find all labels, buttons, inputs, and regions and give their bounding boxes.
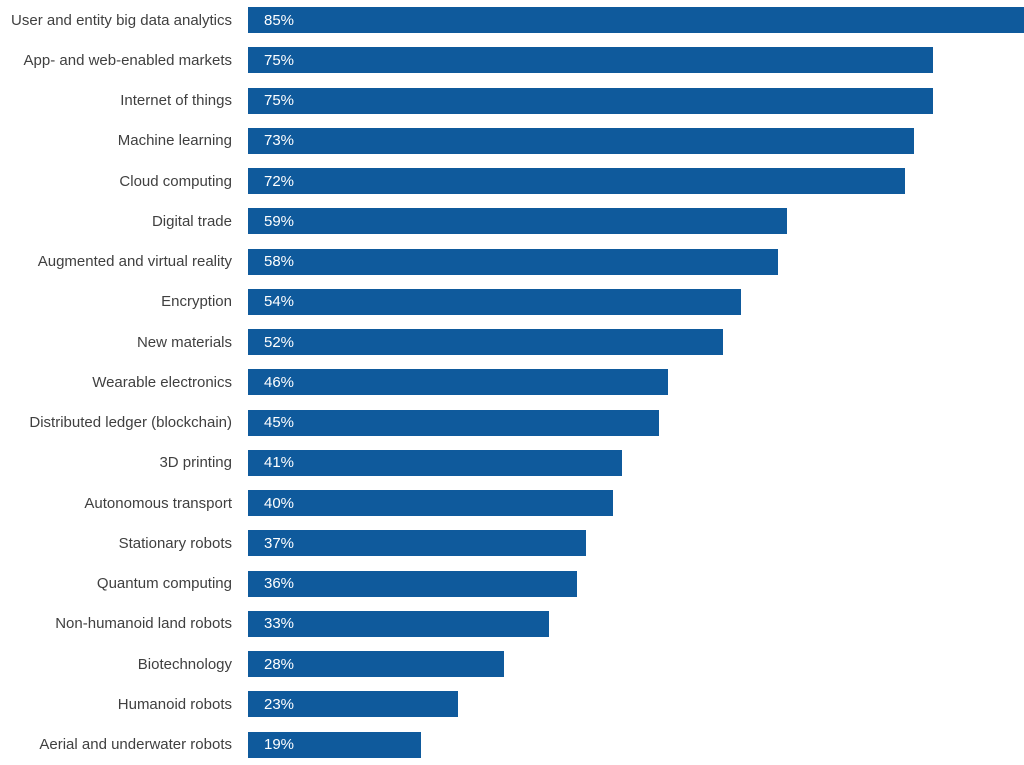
bar: 85% <box>248 7 1024 34</box>
bar: 40% <box>248 490 614 517</box>
bar-row: Distributed ledger (blockchain) 45% <box>0 403 1024 443</box>
bar-area: 59% <box>248 208 1024 235</box>
bar-value-label: 33% <box>264 615 295 633</box>
bar-row: Quantum computing 36% <box>0 564 1024 604</box>
bar-value-label: 58% <box>264 253 295 271</box>
bar-area: 75% <box>248 47 1024 74</box>
bar-label: Cloud computing <box>119 172 232 190</box>
bar: 75% <box>248 87 933 114</box>
bar-area: 75% <box>248 87 1024 114</box>
bar: 54% <box>248 288 741 315</box>
bar-label: User and entity big data analytics <box>11 11 232 29</box>
bar-area: 28% <box>248 651 1024 678</box>
bar: 28% <box>248 651 504 678</box>
bar: 36% <box>248 570 577 597</box>
bar-value-label: 45% <box>264 414 295 432</box>
bar-value-label: 28% <box>264 655 295 673</box>
bar-area: 41% <box>248 449 1024 476</box>
bar-label: Machine learning <box>117 132 232 150</box>
bar-row: Non-humanoid land robots 33% <box>0 604 1024 644</box>
bar: 33% <box>248 610 550 637</box>
bar-label: Digital trade <box>151 212 232 230</box>
bar-row: Machine learning 73% <box>0 121 1024 161</box>
bar-area: 54% <box>248 288 1024 315</box>
bar-row: Encryption 54% <box>0 282 1024 322</box>
bar: 23% <box>248 691 458 718</box>
bar-label: Wearable electronics <box>92 373 232 391</box>
bar-label: Distributed ledger (blockchain) <box>29 414 232 431</box>
bar-value-label: 46% <box>264 373 295 391</box>
bar-area: 40% <box>248 490 1024 517</box>
bar-row: New materials 52% <box>0 322 1024 362</box>
bar-label: Encryption <box>161 293 232 311</box>
bar-area: 45% <box>248 409 1024 436</box>
bar-value-label: 85% <box>264 11 295 29</box>
bar-area: 19% <box>248 731 1024 758</box>
bar-row: Humanoid robots 23% <box>0 684 1024 724</box>
bar-area: 72% <box>248 168 1024 195</box>
bar: 46% <box>248 369 668 396</box>
bar-label: New materials <box>136 333 232 351</box>
bar-label: Augmented and virtual reality <box>37 253 232 270</box>
bar: 72% <box>248 168 906 195</box>
bar: 58% <box>248 248 778 275</box>
bar-label: Humanoid robots <box>117 695 232 713</box>
bar: 19% <box>248 731 422 758</box>
bar-value-label: 75% <box>264 51 295 69</box>
bar-value-label: 59% <box>264 212 295 230</box>
bar-area: 58% <box>248 248 1024 275</box>
bar-label: Non-humanoid land robots <box>55 615 232 633</box>
bar-value-label: 54% <box>264 293 295 311</box>
bar-area: 23% <box>248 691 1024 718</box>
bar-row: Digital trade 59% <box>0 201 1024 241</box>
bar-area: 85% <box>248 7 1024 34</box>
bar-label: Biotechnology <box>137 655 232 673</box>
bar-row: Wearable electronics 46% <box>0 362 1024 402</box>
bar-row: App- and web-enabled markets 75% <box>0 40 1024 80</box>
bar-value-label: 19% <box>264 736 295 754</box>
bar-row: Internet of things 75% <box>0 81 1024 121</box>
bar-label: Quantum computing <box>96 575 232 592</box>
bar-row: Aerial and underwater robots 19% <box>0 725 1024 765</box>
bar-row: Biotechnology 28% <box>0 644 1024 684</box>
bar-area: 73% <box>248 127 1024 154</box>
bar-value-label: 73% <box>264 132 295 150</box>
bar-value-label: 52% <box>264 333 295 351</box>
bar-row: Cloud computing 72% <box>0 161 1024 201</box>
bar-area: 33% <box>248 610 1024 637</box>
bar-value-label: 41% <box>264 454 295 472</box>
bar-label: Autonomous transport <box>84 494 232 512</box>
bar-row: Augmented and virtual reality 58% <box>0 242 1024 282</box>
bar-label: Stationary robots <box>118 534 232 552</box>
bar-area: 52% <box>248 329 1024 356</box>
bar: 41% <box>248 449 623 476</box>
bar-label: App- and web-enabled markets <box>23 51 232 69</box>
bar-row: Autonomous transport 40% <box>0 483 1024 523</box>
bar: 45% <box>248 409 659 436</box>
bar-value-label: 37% <box>264 534 295 552</box>
bar-value-label: 72% <box>264 172 295 190</box>
bar-label: 3D printing <box>159 454 232 472</box>
bar: 59% <box>248 208 787 235</box>
bar-value-label: 23% <box>264 695 295 713</box>
bar: 52% <box>248 329 723 356</box>
bar-area: 46% <box>248 369 1024 396</box>
bar-area: 37% <box>248 530 1024 557</box>
bar-value-label: 36% <box>264 575 295 593</box>
bar-row: User and entity big data analytics 85% <box>0 0 1024 40</box>
bar-label: Internet of things <box>120 92 232 109</box>
bar-value-label: 75% <box>264 92 295 110</box>
bar: 75% <box>248 47 933 74</box>
bar-row: Stationary robots 37% <box>0 523 1024 563</box>
bar-row: 3D printing 41% <box>0 443 1024 483</box>
bar-value-label: 40% <box>264 494 295 512</box>
bar-label: Aerial and underwater robots <box>39 736 232 753</box>
bar: 37% <box>248 530 586 557</box>
bar: 73% <box>248 127 915 154</box>
bar-area: 36% <box>248 570 1024 597</box>
